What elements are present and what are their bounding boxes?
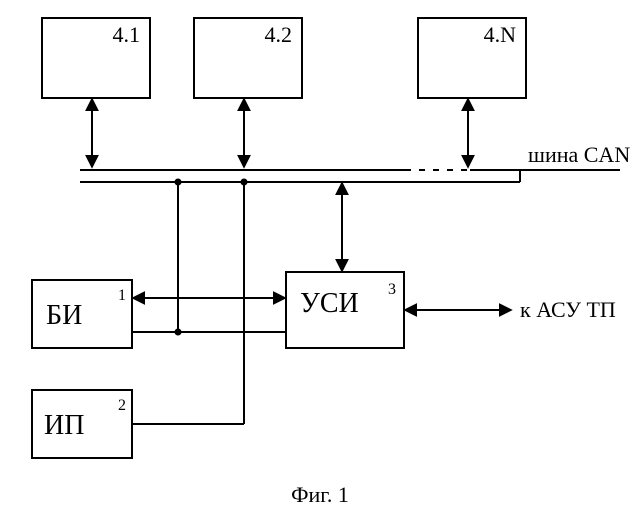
figure-caption: Фиг. 1 — [291, 482, 349, 507]
node-4-1-label: 4.1 — [113, 22, 141, 47]
ip-label: ИП — [44, 410, 84, 441]
can-bus-label: шина CAN — [528, 142, 630, 167]
junction-dot — [175, 179, 182, 186]
node-4-2-label: 4.2 — [265, 22, 293, 47]
usi-sup: 3 — [388, 281, 396, 298]
usi-label: УСИ — [300, 288, 359, 319]
asu-label: к АСУ ТП — [520, 297, 616, 322]
junction-dot — [175, 329, 182, 336]
ip-sup: 2 — [118, 397, 126, 414]
node-4-3-label: 4.N — [484, 22, 517, 47]
bi-sup: 1 — [118, 287, 126, 304]
junction-dot — [241, 179, 248, 186]
bi-label: БИ — [46, 300, 82, 331]
